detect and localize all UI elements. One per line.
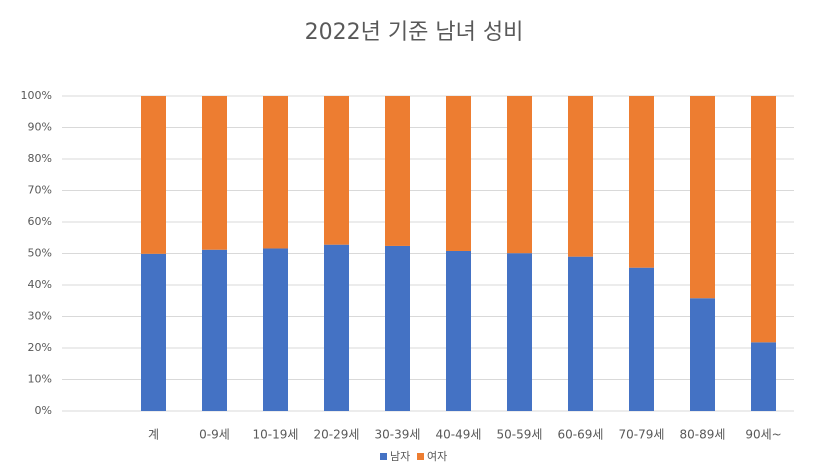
x-tick-label: 30-39세 — [375, 428, 421, 442]
bar-segment — [507, 96, 532, 254]
y-tick-label: 70% — [28, 184, 52, 197]
x-tick-label: 40-49세 — [436, 428, 482, 442]
bar-segment — [263, 248, 288, 411]
y-tick-label: 80% — [28, 152, 52, 165]
bar-segment — [385, 96, 410, 246]
bar-segment — [324, 96, 349, 245]
bar-segment — [507, 253, 532, 411]
bar-segment — [446, 250, 471, 411]
x-tick-label: 10-19세 — [253, 428, 299, 442]
x-tick-label: 90세~ — [745, 428, 781, 442]
x-tick-label: 계 — [148, 428, 159, 442]
bar-segment — [629, 96, 654, 268]
bar-segment — [141, 96, 166, 254]
chart-title: 2022년 기준 남녀 성비 — [305, 20, 524, 45]
x-tick-label: 50-59세 — [497, 428, 543, 442]
x-tick-label: 80-89세 — [680, 428, 726, 442]
bar-segment — [568, 96, 593, 257]
y-tick-label: 60% — [28, 215, 52, 228]
bar-segment — [202, 96, 227, 250]
legend-swatch — [417, 453, 424, 460]
legend-label: 여자 — [427, 450, 447, 463]
y-tick-label: 30% — [28, 310, 52, 323]
y-tick-label: 40% — [28, 278, 52, 291]
y-tick-label: 10% — [28, 373, 52, 386]
y-tick-label: 90% — [28, 121, 52, 134]
y-tick-label: 100% — [21, 89, 52, 102]
x-tick-label: 60-69세 — [558, 428, 604, 442]
legend-label: 남자 — [390, 450, 410, 463]
y-tick-label: 0% — [35, 404, 52, 417]
legend-swatch — [380, 453, 387, 460]
bar-segment — [690, 298, 715, 411]
x-tick-label: 0-9세 — [199, 428, 230, 442]
bar-segment — [141, 253, 166, 411]
bar-segment — [690, 96, 715, 299]
bar-segment — [751, 96, 776, 343]
bar-segment — [446, 96, 471, 251]
bar-segment — [751, 342, 776, 411]
bar-segment — [202, 249, 227, 411]
bar-segment — [324, 244, 349, 411]
bar-segment — [629, 267, 654, 411]
bar-segment — [385, 245, 410, 411]
y-tick-label: 20% — [28, 341, 52, 354]
bar-segment — [568, 256, 593, 411]
x-tick-label: 70-79세 — [619, 428, 665, 442]
y-tick-label: 50% — [28, 247, 52, 260]
x-tick-label: 20-29세 — [314, 428, 360, 442]
bar-segment — [263, 96, 288, 249]
